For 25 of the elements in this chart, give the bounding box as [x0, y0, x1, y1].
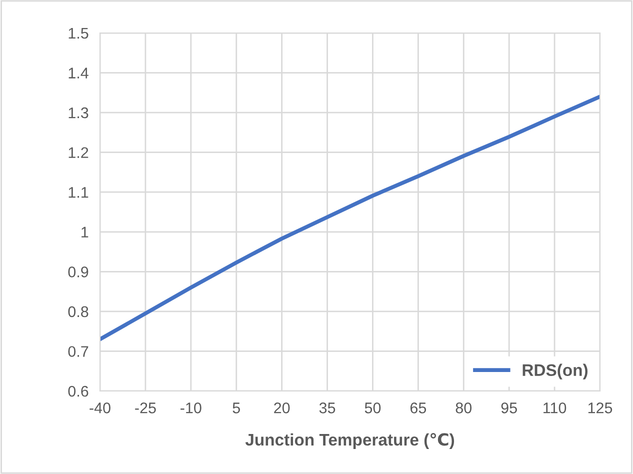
x-tick-label: 110 [544, 402, 566, 414]
y-tick-label: 1 [82, 226, 88, 238]
y-tick-label: 0.7 [68, 346, 88, 357]
x-tick-label: -40 [90, 402, 110, 414]
x-tick-label: 95 [501, 402, 517, 414]
x-tick-label: 35 [319, 402, 336, 414]
y-tick-label: 0.9 [68, 266, 88, 278]
y-tick-label: 0.6 [68, 386, 88, 397]
y-tick-label: 1.2 [68, 147, 88, 158]
y-tick-label: 0.8 [68, 306, 88, 318]
x-tick-label: 125 [588, 402, 612, 414]
x-tick-label: 80 [456, 402, 472, 414]
x-tick-label: 20 [274, 402, 290, 414]
y-tick-label: 1.4 [68, 68, 88, 78]
x-tick-label: -25 [135, 402, 156, 414]
x-axis-title: Junction Temperature (℃) [245, 433, 454, 449]
legend-label: RDS(on) [522, 364, 588, 380]
line-series [100, 94, 600, 342]
y-tick-label: 1.3 [68, 107, 88, 118]
x-tick-label: -10 [180, 402, 202, 414]
x-tick-label: 5 [232, 402, 240, 414]
y-tick-label: 1.1 [68, 187, 88, 198]
x-tick-label: 65 [410, 402, 426, 414]
y-tick-label: 1.5 [68, 28, 88, 39]
x-tick-label: 50 [364, 402, 381, 414]
